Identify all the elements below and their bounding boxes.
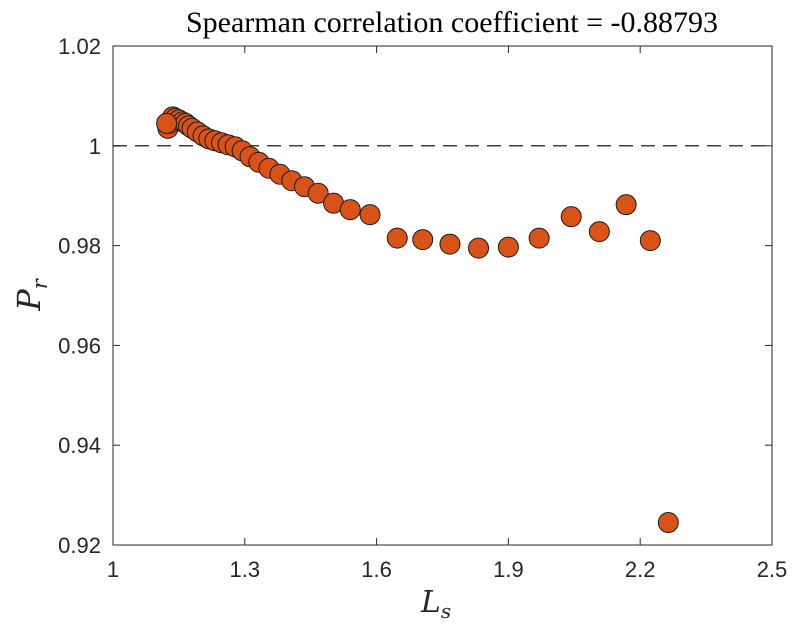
data-point	[497, 236, 519, 258]
data-point	[588, 221, 610, 243]
data-point	[468, 237, 490, 259]
data-point	[639, 230, 661, 252]
y-tick-label: 0.96	[58, 333, 101, 358]
plot-box	[112, 45, 773, 546]
y-tick-label: 0.92	[58, 533, 101, 558]
chart-title: Spearman correlation coefficient = -0.88…	[186, 6, 718, 39]
data-point	[386, 227, 408, 249]
y-tick-label: 0.98	[58, 234, 101, 259]
y-tick-label: 1	[89, 134, 101, 159]
data-point	[439, 233, 461, 255]
x-tick-label: 2.2	[625, 557, 656, 582]
y-axis-label-subscript: r	[28, 277, 52, 289]
data-point	[528, 227, 550, 249]
axes	[112, 45, 773, 546]
x-tick-label: 1.3	[230, 557, 261, 582]
data-point	[307, 182, 329, 204]
y-tick-label: 0.94	[58, 433, 101, 458]
data-point	[615, 194, 637, 216]
data-point	[359, 204, 381, 226]
data-point	[412, 229, 434, 251]
data-point	[156, 112, 178, 134]
data-point	[657, 512, 679, 534]
data-points	[156, 106, 679, 534]
data-point	[560, 206, 582, 228]
x-axis-label: Ls	[420, 585, 451, 623]
tick-marks	[112, 45, 773, 546]
x-axis-label-subscript: s	[441, 599, 451, 623]
y-axis-label: Pr	[10, 277, 52, 312]
x-tick-labels: 1 1.3 1.6 1.9 2.2 2.5	[107, 557, 787, 582]
y-tick-labels: 0.92 0.94 0.96 0.98 1 1.02	[58, 34, 101, 558]
x-tick-label: 2.5	[757, 557, 788, 582]
y-tick-label: 1.02	[58, 34, 101, 59]
x-tick-label: 1.9	[493, 557, 524, 582]
x-tick-label: 1.6	[361, 557, 392, 582]
data-point	[339, 199, 361, 221]
x-tick-label: 1	[107, 557, 119, 582]
